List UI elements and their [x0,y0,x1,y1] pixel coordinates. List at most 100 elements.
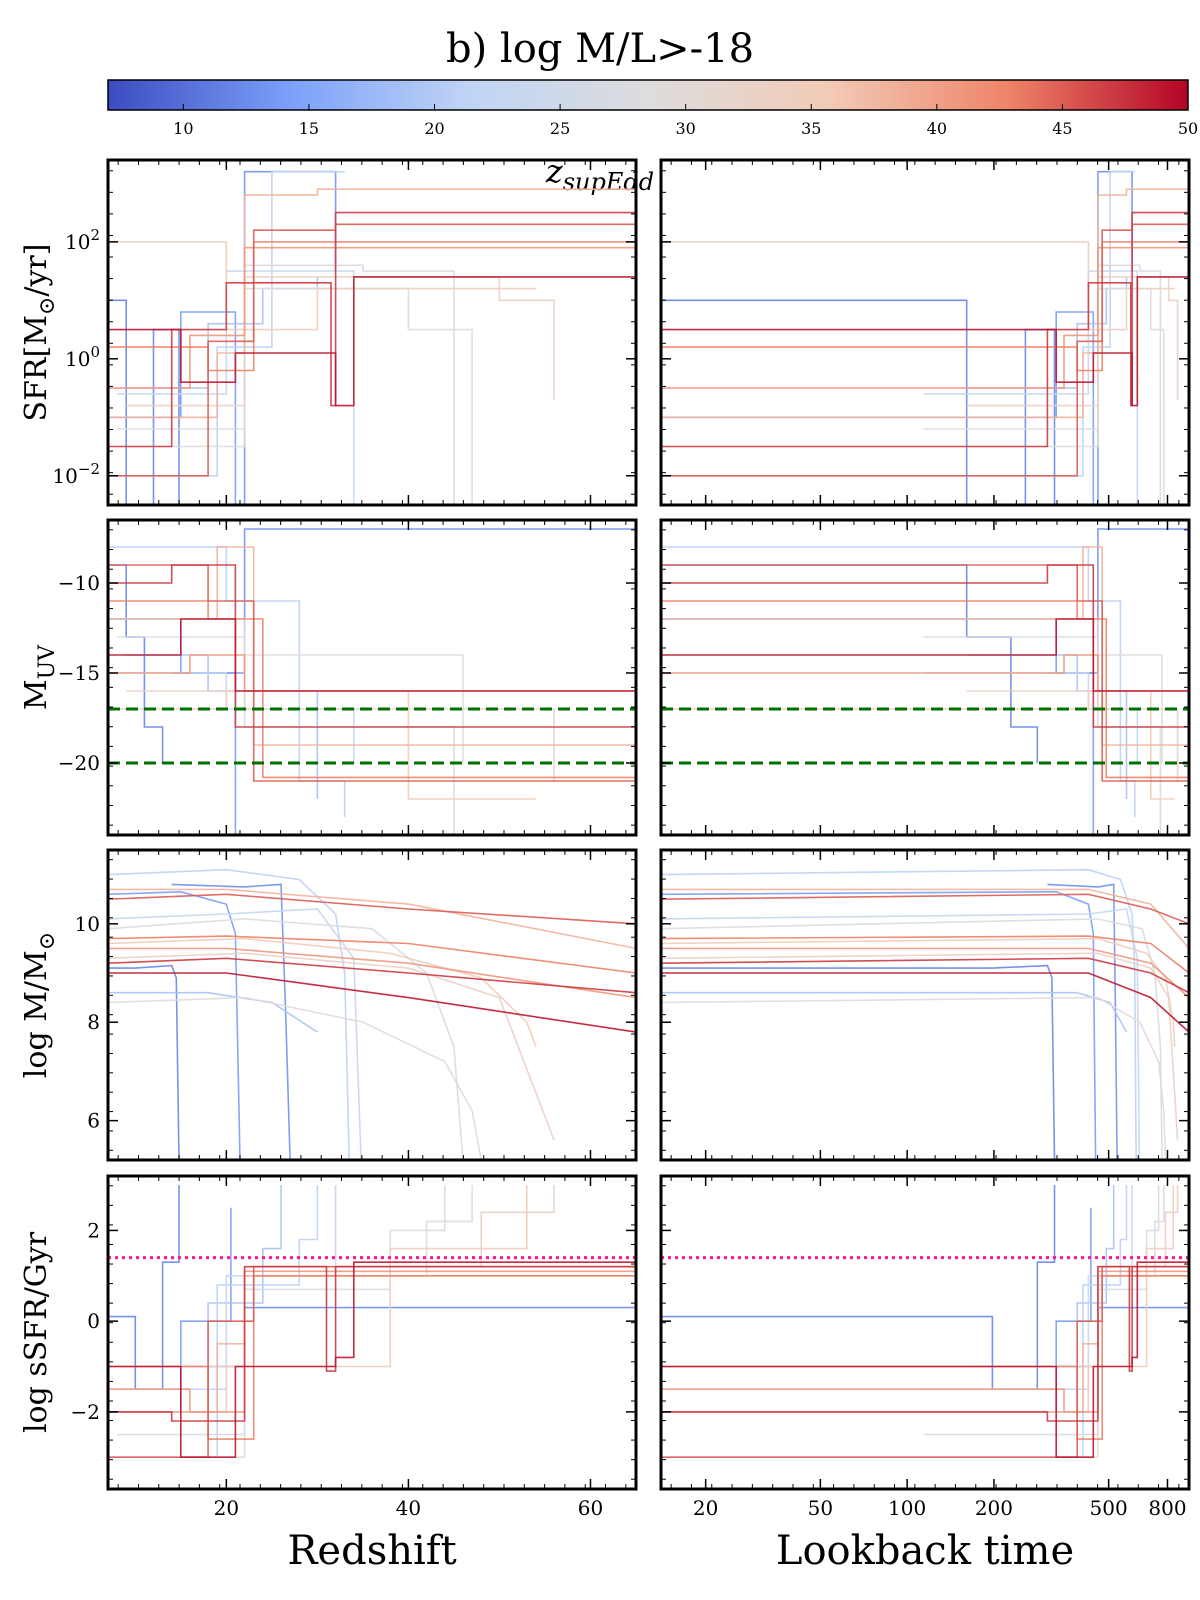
y-axis-label-tail: /yr] [19,244,54,297]
y-tick-label: −15 [58,661,100,685]
series-line-track-8 [661,996,1167,1160]
series-line-track-6 [923,672,1139,763]
series-line-track-9 [966,276,1179,407]
series-line-track-3 [1047,883,1118,1160]
colorbar-tick-label: 40 [927,119,947,138]
series-group [661,170,1189,505]
colorbar-tick-label: 35 [801,119,821,138]
panel-frame [659,518,1191,837]
series-line-track-10 [108,241,536,331]
series-line-track-5 [661,170,1135,477]
y-tick-label: −10 [58,571,100,595]
y-tick-base: 10 [52,464,77,488]
panel-r2-c1 [659,848,1191,1162]
series-line-track-12 [661,947,1189,999]
y-tick-label: 8 [87,1010,100,1034]
series-line-track-11 [108,183,636,419]
series-line-track-16 [661,618,1189,776]
y-tick-exp: 0 [90,343,100,361]
series-line-track-7 [923,264,1162,505]
series-line-track-1 [108,299,180,505]
y-axis-label: SFR[M⊙/yr] [19,244,60,422]
series-line-track-16 [108,972,636,1033]
series-line-track-10 [661,241,1175,331]
colorbar-tick-label: 20 [424,119,444,138]
colorbar-tick-label: 50 [1178,119,1198,138]
panel-frame [106,158,638,507]
series-line-track-13 [661,1248,1189,1440]
y-axis-label: log sSFR/Gyr [19,1231,54,1433]
series-line-track-7 [923,636,1162,835]
x-axis-label: Redshift [287,1528,456,1574]
series-line-track-15 [108,957,636,994]
panel-frame [659,1174,1191,1491]
series-line-track-1 [661,564,1039,763]
series-line-track-4 [126,1185,282,1413]
series-line-track-8 [108,996,482,1160]
y-axis-label-sub: UV [35,644,60,680]
colorbar [107,79,1189,111]
colorbar-label-base: z [545,152,564,190]
series-line-track-16 [108,276,636,407]
y-axis-label-sub: ⊙ [35,297,60,315]
x-tick-label: 200 [975,1496,1013,1520]
panel-frame [106,518,638,837]
series-line-track-10 [108,937,537,1048]
series-line-track-13 [108,236,636,372]
x-axis-label: Lookback time [776,1528,1074,1574]
colorbar-label-sub: supEdd [563,168,654,196]
series-line-track-10 [661,1185,1175,1413]
x-tick-label: 50 [808,1496,833,1520]
series-line-track-13 [108,935,636,974]
series-line-track-16 [108,1253,636,1458]
series-line-track-15 [661,206,1189,448]
series-group [661,868,1189,1160]
series-line-track-16 [108,618,636,776]
series-line-track-3 [1047,170,1133,505]
series-group [108,1185,636,1458]
panel-r3-c1: 20 50 100 200 500 800 Lookback time [659,1174,1191,1574]
series-line-track-1 [108,964,180,1160]
series-group [661,1185,1189,1458]
y-tick-label: 102 [65,226,100,254]
panel-r2-c0: 10 8 6 log M/M⊙ [19,848,638,1162]
y-axis-label-main: log sSFR/Gyr [19,1231,54,1433]
colorbar-tick-label: 25 [550,119,570,138]
y-tick-base: 10 [65,230,90,254]
x-tick-label: 40 [396,1496,421,1520]
series-line-track-9 [126,690,555,781]
series-line-track-7 [117,264,455,505]
colorbar-tick-label: 10 [173,119,193,138]
series-line-track-11 [661,888,1189,949]
series-line-track-12 [661,1232,1189,1413]
series-line-track-2 [661,890,1097,1160]
series-line-track-6 [661,908,1141,1160]
x-tick-label: 20 [693,1496,718,1520]
series-line-track-12 [661,654,1189,785]
series-line-track-7 [661,918,1163,1160]
y-axis-label-main: log M/M [19,950,54,1078]
series-line-track-11 [661,1239,1189,1413]
series-line-track-7 [117,636,455,835]
colorbar-tick-label: 45 [1052,119,1072,138]
series-line-track-14 [661,218,1189,477]
y-tick-label: 10−2 [52,460,100,488]
panel-r1-c0: −10 −15 −20 MUV [19,518,638,837]
x-tick-label: 100 [888,1496,926,1520]
x-tick-label: 60 [578,1496,603,1520]
series-line-track-15 [108,206,636,448]
series-line-track-3 [171,170,337,505]
series-line-track-9 [966,690,1179,781]
x-tick-label: 500 [1090,1496,1128,1520]
y-axis-label-sub: ⊙ [35,932,60,950]
panel-frame [659,848,1191,1162]
series-line-track-12 [108,654,636,785]
series-line-track-1 [108,1185,180,1390]
series-line-track-13 [661,935,1189,974]
series-line-track-1 [661,1185,1056,1390]
series-line-track-5 [661,868,1137,1160]
y-axis-label: log M/M⊙ [19,932,60,1078]
